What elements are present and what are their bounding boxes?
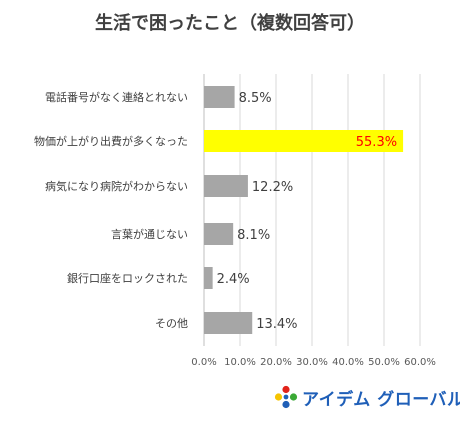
x-tick-label: 40.0%: [332, 357, 364, 368]
gridlines: [203, 74, 421, 346]
category-label: 物価が上がり出費が多くなった: [34, 134, 188, 148]
data-label: 12.2%: [252, 180, 293, 195]
x-tick-label: 60.0%: [404, 357, 436, 368]
chart-title: 生活で困ったこと（複数回答可）: [95, 12, 365, 34]
x-tick-label: 50.0%: [368, 357, 400, 368]
data-label: 8.5%: [239, 91, 272, 106]
category-label: 言葉が通じない: [111, 227, 188, 241]
x-tick-label: 0.0%: [191, 357, 216, 368]
category-label: 病気になり病院がわからない: [45, 179, 188, 193]
bar: [204, 312, 253, 334]
bar: [204, 130, 404, 152]
bars: [204, 86, 404, 334]
data-label: 2.4%: [217, 272, 250, 287]
category-label: 銀行口座をロックされた: [67, 271, 188, 285]
bar: [204, 267, 213, 289]
bar: [204, 86, 235, 108]
data-label: 13.4%: [256, 317, 297, 332]
x-tick-label: 30.0%: [296, 357, 328, 368]
brand-mark-icon: [274, 385, 298, 409]
data-label: 55.3%: [356, 135, 397, 150]
x-tick-label: 10.0%: [224, 357, 256, 368]
data-label: 8.1%: [237, 228, 270, 243]
brand-logo: アイデム グローバル: [274, 382, 460, 412]
category-label: その他: [155, 317, 188, 330]
brand-name: アイデム グローバル: [302, 389, 460, 410]
x-tick-label: 20.0%: [260, 357, 292, 368]
labels: 0.0% 10.0% 20.0% 30.0% 40.0% 50.0% 60.0% 電話番号がな…: [34, 90, 436, 368]
bar: [204, 175, 248, 197]
category-label: 電話番号がなく連絡とれない: [45, 90, 188, 104]
bar: [204, 223, 234, 245]
